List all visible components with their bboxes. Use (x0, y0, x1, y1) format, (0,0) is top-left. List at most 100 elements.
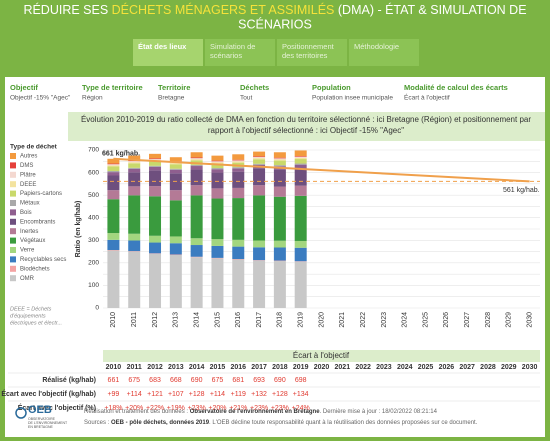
bar-segment (128, 240, 141, 252)
table-cell: +119 (231, 391, 246, 398)
bar-segment (107, 239, 120, 250)
bar-segment (273, 157, 286, 159)
legend-label[interactable]: Recyclables secs (20, 257, 66, 263)
filter-value[interactable]: Population insee municipale (312, 95, 393, 102)
legend-swatch[interactable] (10, 162, 16, 169)
legend-label[interactable]: Plâtre (20, 172, 36, 178)
tab-label[interactable]: des territoires (282, 51, 328, 60)
legend-swatch[interactable] (10, 247, 16, 253)
table-year: 2025 (418, 364, 434, 371)
legend-swatch[interactable] (10, 228, 16, 235)
bar-segment (128, 233, 141, 241)
footer-text: Réalisation et traitement des données : … (84, 409, 438, 415)
bar-segment (294, 159, 307, 164)
legend-swatch[interactable] (10, 237, 16, 244)
x-tick-label: 2013 (173, 312, 180, 328)
bar-segment (273, 158, 286, 160)
filter-label[interactable]: Territoire (158, 83, 190, 92)
legend-label[interactable]: Encombrants (20, 219, 55, 225)
tab-label[interactable]: scénarios (210, 51, 242, 60)
bar-segment (149, 165, 162, 167)
bar-segment (273, 196, 286, 241)
filter-value[interactable]: Tout (240, 95, 252, 102)
bar-segment (294, 157, 307, 160)
bar-segment (273, 247, 286, 261)
x-tick-label: 2018 (277, 312, 284, 328)
table-year: 2016 (230, 364, 246, 371)
bar-segment (128, 186, 141, 196)
legend-swatch[interactable] (10, 181, 16, 188)
legend-swatch[interactable] (10, 218, 16, 225)
filter-label[interactable]: Objectif (10, 83, 38, 92)
tab[interactable] (349, 39, 419, 66)
legend-label[interactable]: Bois (20, 210, 32, 216)
legend-swatch[interactable] (10, 256, 16, 263)
table-year: 2021 (335, 364, 351, 371)
bar-segment (211, 188, 224, 199)
table-year: 2019 (293, 364, 309, 371)
legend-label[interactable]: Inertes (20, 229, 38, 235)
x-tick-label: 2016 (235, 312, 242, 328)
filter-label[interactable]: Déchets (240, 83, 269, 92)
bar-segment (294, 247, 307, 262)
tab-label[interactable]: Positionnement (282, 42, 335, 51)
legend-label[interactable]: Biodéchets (20, 266, 50, 272)
filter-label[interactable]: Population (312, 83, 351, 92)
legend-label[interactable]: Autres (20, 154, 37, 160)
table-cell: +23% (250, 405, 268, 412)
legend-swatch[interactable] (10, 265, 16, 272)
legend-label[interactable]: DEEE (20, 182, 36, 188)
table-year: 2027 (459, 364, 475, 371)
legend-label[interactable]: DMS (20, 163, 33, 169)
bar-segment (273, 152, 286, 158)
bar-segment (253, 195, 266, 241)
legend-label[interactable]: Verre (20, 248, 35, 254)
bar-segment (211, 161, 224, 163)
legend-label[interactable]: Métaux (20, 201, 40, 207)
table-cell: +107 (168, 391, 184, 398)
table-cell: +23% (188, 405, 206, 412)
tab[interactable] (277, 39, 347, 66)
tab-label[interactable]: Méthodologie (354, 42, 399, 51)
bar-segment (232, 246, 245, 260)
tab[interactable] (133, 39, 203, 66)
bar-segment (128, 163, 141, 168)
legend-label[interactable]: Papiers-cartons (20, 191, 62, 197)
filter-label[interactable]: Type de territoire (82, 83, 143, 92)
bar-segment (211, 169, 224, 173)
legend-label[interactable]: Végétaux (20, 238, 45, 244)
filter-value[interactable]: Écart à l'objectif (404, 93, 450, 102)
bar-segment (169, 164, 182, 169)
y-tick-label: 100 (88, 282, 99, 289)
filter-label[interactable]: Modalité de calcul des écarts (404, 83, 508, 92)
filter-value[interactable]: Objectif -15% "Agec" (10, 95, 71, 102)
legend-swatch[interactable] (10, 200, 16, 206)
bar-segment (232, 187, 245, 199)
bar-segment (128, 155, 141, 161)
legend-swatch[interactable] (10, 209, 16, 216)
legend-label[interactable]: OMR (20, 276, 35, 282)
legend-swatch[interactable] (10, 171, 16, 178)
bar-segment (211, 198, 224, 240)
filter-value[interactable]: Bretagne (158, 95, 185, 102)
tab[interactable] (205, 39, 275, 66)
bar-segment (253, 159, 266, 164)
bar-segment (169, 168, 182, 170)
table-cell: 661 (108, 377, 120, 384)
logo-sub: EN BRETAGNE (28, 425, 53, 429)
logo: OEB (28, 404, 52, 416)
tab-label[interactable]: État des lieux (138, 42, 187, 51)
legend-swatch[interactable] (10, 153, 16, 159)
bar-segment (273, 160, 286, 166)
legend-swatch[interactable] (10, 275, 16, 282)
bar-segment (128, 162, 141, 164)
y-tick-label: 700 (88, 147, 99, 154)
tab-label[interactable]: Simulation de (210, 42, 255, 51)
table-cell: +22% (146, 405, 164, 412)
bar-segment (232, 168, 245, 172)
bar-segment (169, 200, 182, 237)
filter-value[interactable]: Région (82, 95, 103, 102)
bar-segment (107, 172, 120, 176)
bar-segment (232, 154, 245, 160)
legend-swatch[interactable] (10, 190, 16, 197)
